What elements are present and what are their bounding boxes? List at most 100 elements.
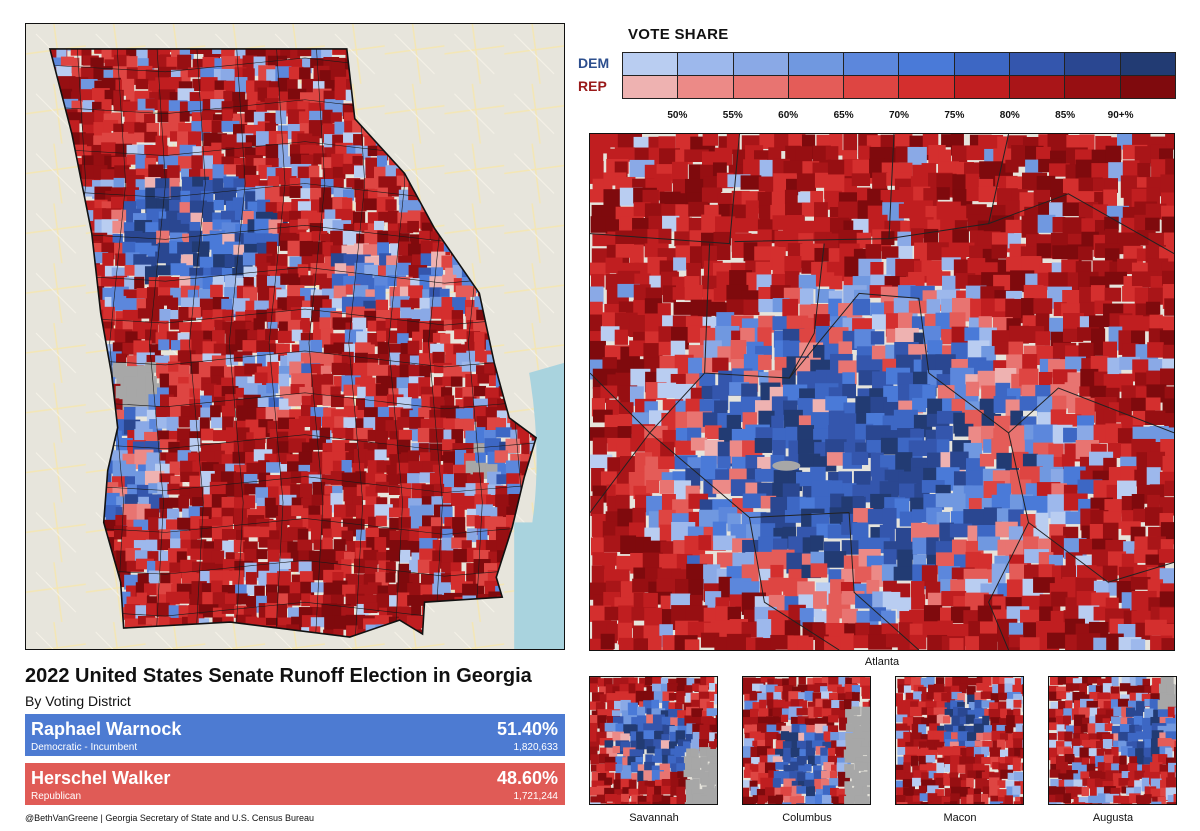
voting-district bbox=[596, 763, 610, 774]
voting-district bbox=[289, 186, 303, 198]
voting-district bbox=[1130, 576, 1151, 590]
voting-district bbox=[630, 762, 643, 773]
voting-district bbox=[867, 748, 870, 757]
voting-district bbox=[233, 440, 245, 453]
voting-district bbox=[244, 310, 260, 323]
voting-district bbox=[182, 233, 193, 247]
voting-district bbox=[312, 241, 326, 257]
voting-district bbox=[70, 48, 84, 56]
voting-district bbox=[706, 677, 715, 687]
voting-district bbox=[180, 70, 191, 89]
voting-district bbox=[760, 523, 776, 541]
voting-district bbox=[213, 464, 228, 476]
voting-district bbox=[659, 260, 676, 275]
voting-district bbox=[201, 562, 215, 574]
voting-district bbox=[211, 507, 230, 520]
voting-district bbox=[716, 770, 717, 779]
voting-district bbox=[709, 683, 717, 691]
voting-district bbox=[750, 746, 762, 760]
voting-district bbox=[791, 740, 799, 752]
voting-district bbox=[407, 583, 423, 597]
voting-district bbox=[386, 394, 404, 406]
voting-district bbox=[94, 48, 106, 54]
voting-district bbox=[1050, 409, 1067, 426]
voting-district bbox=[652, 802, 665, 804]
voting-district bbox=[659, 479, 675, 494]
voting-district bbox=[302, 58, 312, 74]
voting-district bbox=[465, 460, 477, 477]
voting-district bbox=[256, 549, 268, 560]
voting-district bbox=[169, 276, 181, 289]
voting-district bbox=[418, 267, 437, 280]
voting-district bbox=[462, 286, 477, 297]
voting-district bbox=[949, 523, 973, 538]
voting-district bbox=[346, 625, 358, 638]
voting-district bbox=[766, 724, 780, 734]
voting-district bbox=[455, 399, 470, 411]
voting-district bbox=[751, 677, 766, 688]
voting-district bbox=[411, 398, 422, 412]
voting-district bbox=[815, 717, 824, 725]
voting-district bbox=[287, 79, 298, 92]
voting-district bbox=[807, 701, 819, 709]
voting-district bbox=[773, 538, 788, 553]
voting-district bbox=[291, 329, 303, 342]
voting-district bbox=[221, 120, 240, 132]
voting-district bbox=[159, 439, 177, 450]
voting-district bbox=[103, 328, 117, 341]
voting-district bbox=[202, 275, 213, 294]
voting-district bbox=[807, 684, 820, 693]
voting-district bbox=[331, 526, 348, 538]
voting-district bbox=[477, 373, 494, 384]
voting-district bbox=[712, 357, 729, 373]
voting-district bbox=[213, 114, 227, 126]
voting-district bbox=[267, 176, 280, 187]
voting-district bbox=[332, 572, 344, 587]
voting-district bbox=[935, 493, 957, 508]
voting-district bbox=[312, 212, 327, 226]
voting-district bbox=[592, 233, 611, 247]
voting-district bbox=[275, 343, 290, 356]
voting-district bbox=[268, 81, 283, 93]
voting-district bbox=[277, 77, 290, 96]
voting-district bbox=[590, 160, 604, 184]
voting-district bbox=[245, 48, 262, 60]
voting-district bbox=[591, 772, 601, 783]
voting-district bbox=[621, 677, 635, 685]
voting-district bbox=[1050, 511, 1066, 527]
voting-district bbox=[122, 342, 139, 355]
voting-district bbox=[233, 157, 251, 170]
voting-district bbox=[374, 275, 390, 289]
voting-district bbox=[897, 231, 913, 247]
voting-district bbox=[1019, 368, 1039, 387]
voting-district bbox=[101, 321, 114, 333]
voting-district bbox=[852, 522, 869, 541]
voting-district bbox=[631, 717, 642, 725]
voting-district bbox=[676, 677, 690, 688]
voting-district bbox=[169, 461, 180, 475]
voting-district bbox=[310, 617, 331, 628]
voting-district bbox=[440, 405, 460, 420]
voting-district bbox=[298, 111, 309, 131]
voting-district bbox=[706, 748, 717, 762]
voting-district bbox=[596, 794, 608, 804]
voting-district bbox=[319, 307, 337, 319]
voting-district bbox=[749, 764, 761, 777]
voting-district bbox=[844, 755, 857, 763]
voting-district bbox=[126, 48, 143, 59]
voting-district bbox=[1052, 395, 1067, 411]
voting-district bbox=[377, 230, 390, 244]
voting-district bbox=[612, 794, 624, 804]
voting-district bbox=[628, 677, 638, 685]
voting-district bbox=[823, 716, 835, 730]
voting-district bbox=[1160, 174, 1174, 196]
voting-district bbox=[713, 231, 732, 246]
voting-district bbox=[300, 275, 317, 286]
voting-district bbox=[708, 771, 717, 785]
voting-district bbox=[111, 476, 129, 488]
voting-district bbox=[649, 275, 663, 290]
voting-district bbox=[692, 723, 704, 736]
voting-district bbox=[297, 48, 317, 57]
voting-district bbox=[631, 773, 641, 781]
voting-district bbox=[212, 48, 224, 55]
